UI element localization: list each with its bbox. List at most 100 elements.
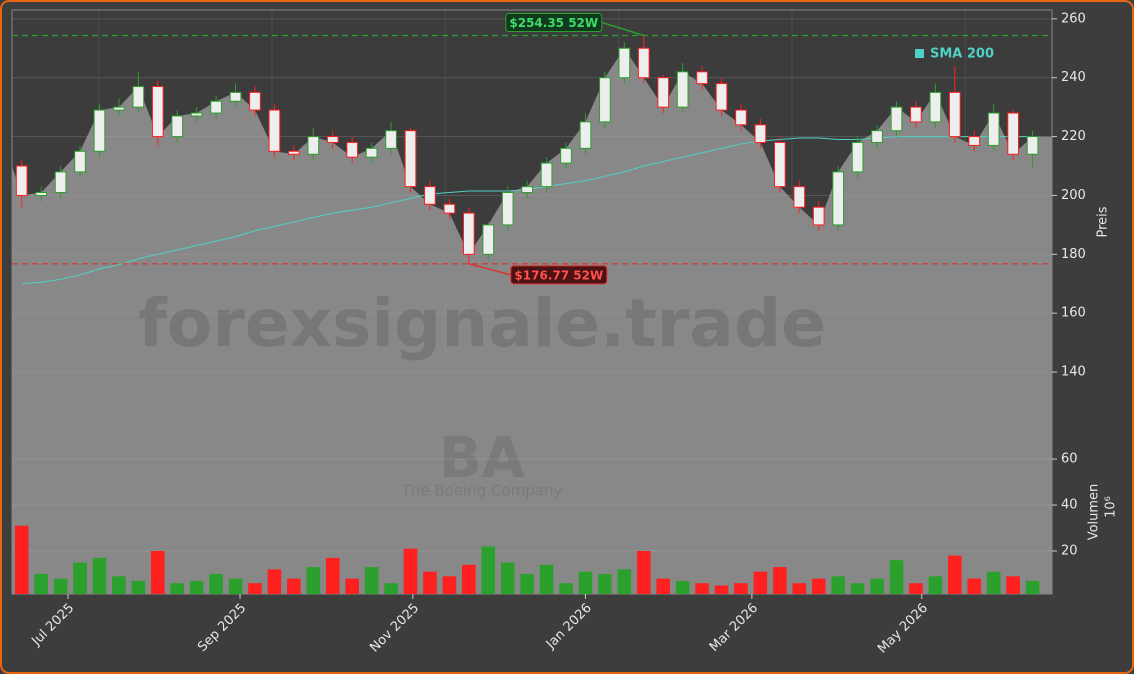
legend-label: SMA 200	[930, 47, 994, 62]
candle-body	[793, 186, 806, 208]
candle-body	[424, 186, 436, 205]
annotation-box	[505, 12, 603, 32]
y-tick-label: 160	[1061, 306, 1086, 321]
candle-body	[151, 86, 164, 138]
candle-body	[540, 162, 553, 188]
volume-bar	[1006, 576, 1020, 594]
candle-body	[910, 106, 922, 123]
volume-bar	[462, 564, 476, 594]
volume-bar	[306, 567, 321, 594]
volume-bar	[364, 567, 379, 594]
candle-body	[851, 141, 864, 173]
candle-body	[832, 171, 845, 226]
y-axis-label: Preis	[1096, 206, 1111, 237]
candle-body	[715, 83, 728, 111]
y-tick-label: 20	[1061, 544, 1078, 559]
volume-bar	[675, 580, 690, 594]
volume-bar	[287, 578, 301, 594]
candle-body	[618, 47, 631, 79]
volume-bar	[539, 564, 554, 594]
candle-body	[754, 124, 767, 143]
annotation-label: $176.77 52W	[514, 268, 603, 282]
volume-bar	[831, 576, 845, 594]
y-tick-label: 200	[1061, 188, 1086, 203]
y-axis-unit: 10⁶	[1104, 496, 1119, 518]
candle-body	[968, 136, 981, 146]
volume-bar	[909, 583, 923, 594]
volume-bar	[986, 571, 1001, 594]
watermark: forexsignale.trade	[138, 285, 826, 362]
volume-bar	[150, 551, 165, 594]
candle-body	[482, 224, 495, 255]
candle-body	[890, 106, 903, 132]
candle-body	[190, 112, 203, 117]
y-tick-label: 140	[1061, 365, 1086, 380]
candle-body	[948, 91, 961, 138]
volume-bar	[228, 578, 243, 594]
volume-bar	[695, 583, 709, 594]
candle-body	[676, 71, 689, 108]
y-axis-label: Volumen	[1087, 484, 1102, 541]
candle-body	[385, 130, 397, 149]
candle-body	[210, 100, 222, 114]
volume-bar	[714, 585, 729, 594]
volume-bar	[734, 583, 748, 594]
candle-body	[15, 165, 28, 196]
volume-bar	[598, 573, 612, 594]
volume-bar	[403, 548, 418, 594]
y-tick-label: 60	[1061, 452, 1078, 467]
volume-bar	[92, 557, 107, 594]
volume-bar	[267, 569, 282, 594]
legend-swatch	[915, 49, 924, 58]
volume-bar	[520, 573, 534, 594]
candle-body	[1007, 112, 1019, 155]
volume-bar	[870, 578, 884, 594]
volume-bar	[481, 546, 496, 594]
candle-body	[929, 91, 942, 123]
volume-bar	[170, 583, 185, 594]
candle-body	[365, 147, 378, 158]
candle-body	[696, 71, 708, 85]
volume-bar	[73, 562, 87, 594]
volume-bar	[34, 573, 48, 594]
candle-body	[171, 115, 184, 138]
candle-body	[871, 130, 883, 143]
y-tick-label: 260	[1061, 11, 1086, 26]
volume-bar	[656, 578, 671, 594]
candle-body	[404, 130, 417, 188]
y-tick-label: 220	[1061, 129, 1086, 144]
y-tick-label: 240	[1061, 70, 1086, 85]
candle-body	[249, 91, 261, 111]
y-tick-label: 180	[1061, 247, 1086, 262]
candle-body	[637, 47, 650, 79]
volume-bar	[617, 569, 632, 594]
volume-bar	[325, 557, 340, 594]
candle-body	[462, 212, 475, 255]
candle-body	[521, 186, 533, 194]
volume-bar	[442, 576, 457, 594]
volume-bar	[948, 555, 962, 594]
volume-bar	[578, 571, 593, 594]
volume-bar	[928, 576, 943, 594]
candle-body	[132, 86, 145, 108]
candle-body	[268, 109, 281, 152]
volume-bar	[792, 583, 807, 594]
volume-bar	[53, 578, 68, 594]
candle-body	[560, 147, 572, 164]
candle-body	[987, 112, 1000, 146]
volume-bar	[500, 562, 515, 594]
candle-body	[346, 141, 359, 158]
candle-body	[93, 109, 106, 152]
volume-bar	[14, 525, 29, 594]
candle-body	[735, 109, 747, 126]
volume-bar	[811, 578, 826, 594]
candle-body	[35, 192, 48, 196]
volume-bar	[753, 571, 768, 594]
candle-body	[443, 203, 456, 214]
annotation-arrow	[601, 21, 644, 37]
candle-body	[288, 150, 300, 155]
volume-bar	[773, 567, 787, 594]
volume-bar	[967, 578, 982, 594]
volume-bar	[345, 578, 359, 594]
